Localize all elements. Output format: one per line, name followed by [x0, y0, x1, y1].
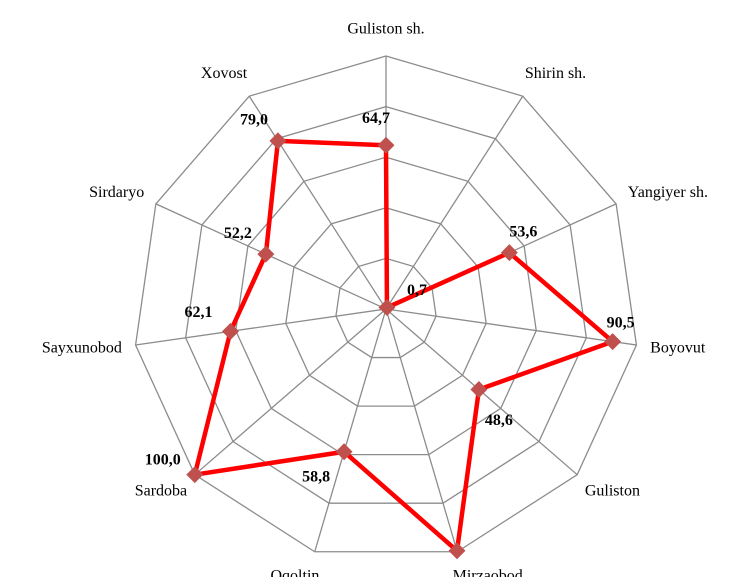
- value-label: 58,8: [302, 468, 330, 485]
- value-label: 64,7: [362, 110, 390, 127]
- category-label: Guliston sh.: [347, 21, 424, 38]
- marker: [257, 245, 275, 263]
- marker: [186, 466, 204, 484]
- category-label: Sayxunobod: [42, 339, 122, 356]
- marker: [377, 136, 395, 154]
- spoke: [194, 308, 387, 476]
- value-label: 100,0: [145, 451, 181, 468]
- marker: [269, 132, 287, 150]
- category-label: Oqoltin: [271, 567, 320, 577]
- spoke: [135, 308, 387, 346]
- value-label: 48,6: [485, 412, 513, 429]
- marker: [448, 542, 466, 560]
- value-label: 90,5: [607, 314, 635, 331]
- category-label: Guliston: [585, 482, 640, 499]
- spoke: [314, 308, 387, 552]
- marker: [378, 299, 396, 316]
- spoke: [385, 308, 458, 552]
- spoke: [385, 308, 637, 346]
- category-label: Boyovut: [650, 339, 706, 356]
- marker: [222, 322, 239, 340]
- category-label: Sardoba: [135, 482, 187, 499]
- category-label: Yangiyer sh.: [628, 184, 708, 201]
- grid-ring: [184, 105, 588, 504]
- grid-ring: [285, 207, 487, 407]
- value-label: 53,6: [509, 223, 537, 240]
- value-label: 52,2: [224, 225, 252, 242]
- value-label: 79,0: [240, 112, 268, 129]
- marker: [470, 381, 488, 399]
- grid-ring: [235, 156, 537, 456]
- marker: [500, 244, 518, 262]
- grid-ring: [335, 257, 437, 359]
- spoke: [248, 95, 387, 310]
- marker: [335, 443, 353, 461]
- marker: [604, 333, 622, 351]
- category-label: Mirzaobod: [453, 567, 523, 577]
- value-label: 62,1: [184, 304, 212, 321]
- spoke: [385, 95, 524, 310]
- grid-ring: [134, 55, 638, 553]
- series-line: [192, 138, 615, 554]
- category-label: Shirin sh.: [525, 65, 586, 82]
- value-label: 0,7: [407, 282, 427, 299]
- category-label: Sirdaryo: [89, 184, 144, 201]
- category-label: Xovost: [201, 65, 248, 82]
